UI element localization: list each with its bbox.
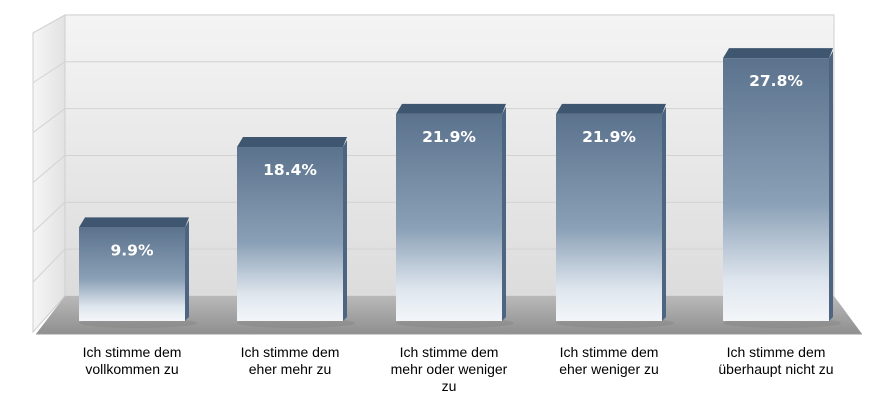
- bar-side: [829, 51, 833, 321]
- bar-top: [396, 103, 506, 114]
- gridline-side: [32, 155, 66, 183]
- gridline-side: [32, 14, 66, 34]
- data-label: 18.4%: [263, 161, 317, 179]
- gridline-side: [32, 108, 66, 133]
- gridline-side: [32, 61, 66, 84]
- bar-top: [237, 137, 347, 148]
- bar: [723, 58, 829, 321]
- gridline-side: [32, 248, 66, 283]
- bar-side: [185, 220, 189, 321]
- data-label: 9.9%: [111, 241, 154, 259]
- gridline-side: [32, 201, 66, 233]
- x-tick-label: Ich stimme dem mehr oder weniger zu: [391, 344, 508, 394]
- bar-side: [662, 106, 666, 321]
- bar: [556, 113, 662, 321]
- bar-top: [556, 103, 666, 114]
- bar: [237, 147, 343, 321]
- bar-side: [343, 140, 347, 321]
- bar: [79, 227, 185, 321]
- x-tick-label: Ich stimme dem eher mehr zu: [241, 344, 340, 377]
- x-tick-label: Ich stimme dem vollkommen zu: [83, 344, 182, 377]
- bar-side: [502, 106, 506, 321]
- data-label: 21.9%: [582, 128, 636, 146]
- data-label: 21.9%: [422, 128, 476, 146]
- x-axis-labels: Ich stimme dem vollkommen zu Ich stimme de…: [83, 344, 834, 394]
- data-label: 27.8%: [749, 72, 803, 90]
- side-wall: [32, 14, 66, 334]
- bars: 9.9% 18.4% 21.9% 21.9% 27.8%: [79, 48, 841, 328]
- bar-top: [723, 48, 833, 59]
- bar-top: [79, 217, 189, 228]
- x-tick-label: Ich stimme dem überhaupt nicht zu: [718, 344, 833, 377]
- bar: [396, 113, 502, 321]
- x-tick-label: Ich stimme dem eher weniger zu: [559, 344, 659, 377]
